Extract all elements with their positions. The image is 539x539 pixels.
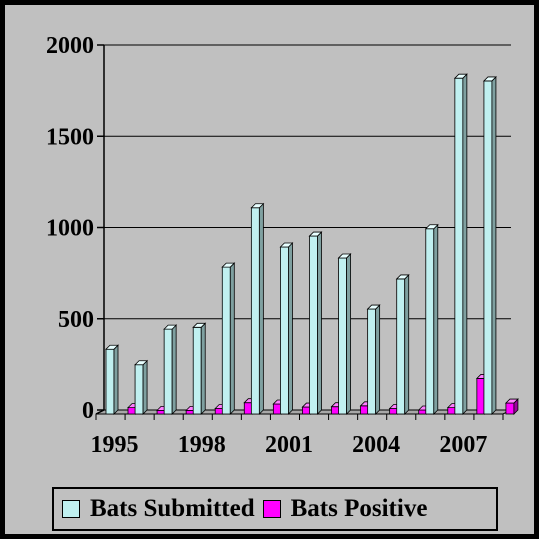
axes	[95, 44, 512, 420]
bar-top-face	[337, 253, 352, 259]
bar-front-face	[396, 278, 406, 415]
bar-side-face	[258, 202, 264, 415]
bar-side-face	[346, 252, 351, 415]
bar-front-face	[221, 266, 231, 415]
y-tick-label: 0	[82, 398, 94, 424]
bar-front-face	[192, 326, 202, 415]
bar-top-face	[308, 231, 323, 237]
bar-top-face	[482, 76, 497, 82]
bar-side-face	[171, 324, 177, 415]
bar-front-face	[250, 207, 260, 415]
legend-swatch-submitted	[62, 500, 80, 518]
axis-depth-edge	[95, 409, 105, 415]
y-tick-label: 2000	[46, 33, 94, 59]
bar-submitted	[482, 75, 497, 415]
bar-side-face	[229, 262, 235, 415]
bar-front-face	[425, 228, 435, 415]
bar-submitted	[105, 344, 119, 415]
bar-submitted	[453, 73, 468, 415]
bar-front-face	[105, 348, 115, 415]
bar-side-face	[433, 223, 439, 415]
bar-submitted	[424, 223, 439, 415]
y-tick-labels: 0 500 1000 1500 2000	[46, 33, 94, 424]
bar-submitted	[337, 252, 352, 415]
bar-front-face	[163, 328, 173, 415]
y-tick-label: 500	[58, 307, 94, 333]
bar-side-face	[491, 75, 497, 415]
bar-front-face	[309, 235, 318, 415]
bar-submitted	[308, 231, 323, 415]
x-tick-label: 2004	[352, 432, 400, 458]
bar-submitted	[279, 242, 294, 415]
y-tick-label: 1000	[46, 216, 94, 242]
bar-side-face	[375, 304, 381, 415]
x-tick-label: 2007	[439, 432, 487, 458]
bar-top-face	[163, 324, 178, 330]
bar-submitted	[192, 322, 207, 415]
bar-top-face	[279, 242, 294, 248]
bar-submitted	[163, 324, 178, 415]
bar-submitted	[221, 262, 236, 415]
bar-top-face	[250, 203, 265, 209]
x-tick-label: 1995	[91, 432, 139, 458]
bar-front-face	[134, 364, 144, 415]
legend: Bats Submitted Bats Positive	[52, 487, 498, 531]
bar-top-face	[192, 322, 207, 328]
x-tick-labels: 1995 1998 2001 2004 2007	[91, 432, 488, 458]
bar-submitted	[366, 304, 381, 415]
legend-label-submitted: Bats Submitted	[90, 495, 255, 522]
bar-front-face	[338, 257, 347, 415]
bar-side-face	[200, 322, 206, 415]
bar-front-face	[280, 246, 289, 415]
bar-chart: 0 500 1000 1500 2000 1995 1998 2001 2004 2007	[46, 33, 519, 458]
bar-side-face	[462, 73, 468, 415]
bar-top-face	[366, 304, 381, 310]
bars	[105, 73, 519, 415]
bar-front-face	[505, 402, 515, 415]
legend-swatch-positive	[262, 500, 281, 518]
bar-top-face	[453, 73, 468, 79]
bar-top-face	[504, 398, 519, 404]
legend-item-submitted: Bats Submitted	[62, 495, 255, 523]
bar-side-face	[142, 359, 148, 415]
legend-item-positive: Bats Positive	[262, 495, 428, 523]
y-tick-label: 1500	[46, 124, 94, 150]
chart-frame: 0 500 1000 1500 2000 1995 1998 2001 2004 2007 Ba…	[5, 5, 534, 534]
bar-top-face	[105, 344, 119, 350]
bar-submitted	[395, 273, 410, 415]
bar-front-face	[367, 308, 377, 415]
bar-top-face	[134, 360, 149, 366]
bar-side-face	[288, 242, 293, 415]
bar-submitted	[134, 359, 149, 415]
legend-label-positive: Bats Positive	[290, 495, 428, 522]
bar-top-face	[221, 262, 236, 268]
x-tick-label: 1998	[178, 432, 226, 458]
bar-positive	[504, 398, 519, 415]
bar-top-face	[424, 224, 439, 230]
x-tick-label: 2001	[265, 432, 313, 458]
bar-side-face	[113, 344, 119, 415]
bar-front-face	[454, 77, 464, 415]
bar-front-face	[483, 80, 493, 415]
gridlines	[104, 44, 511, 320]
bar-submitted	[250, 202, 265, 415]
bar-side-face	[404, 273, 410, 415]
bar-top-face	[395, 274, 410, 280]
bar-side-face	[317, 231, 322, 415]
